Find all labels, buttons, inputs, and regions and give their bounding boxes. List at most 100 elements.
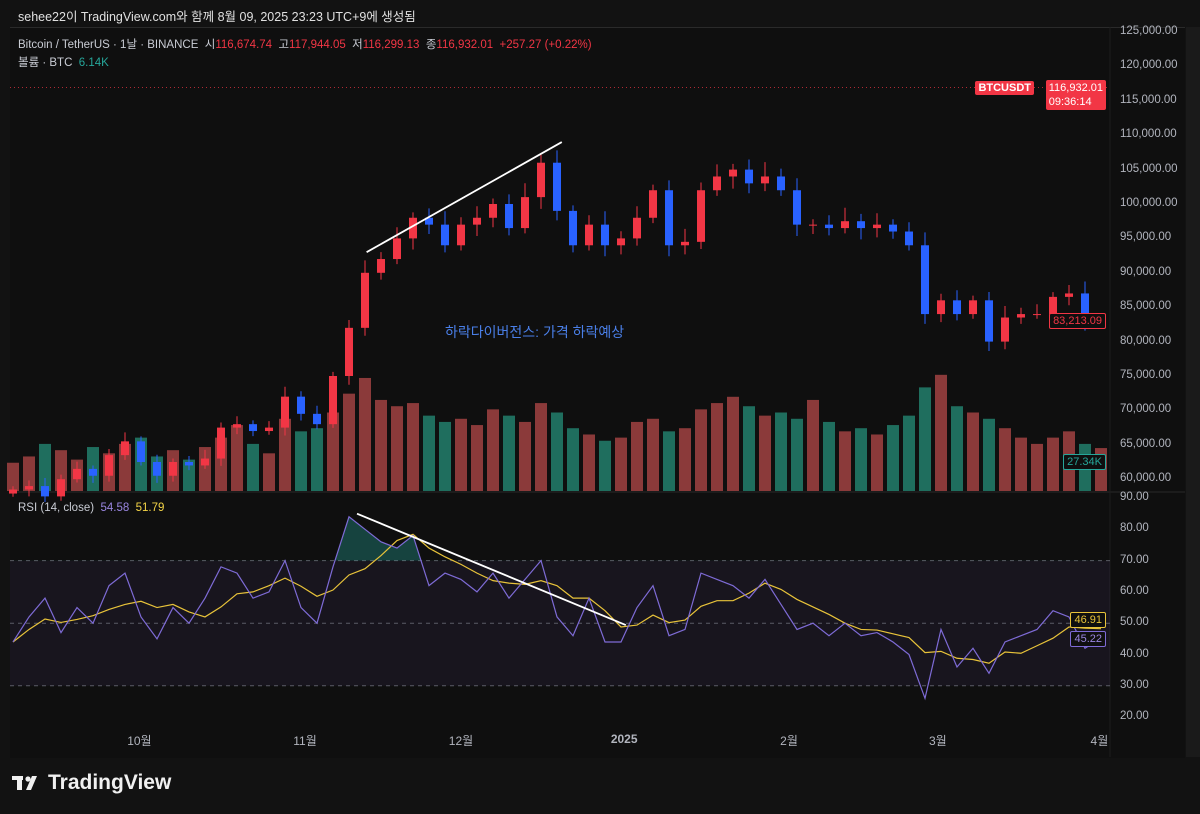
candle-body [601, 224, 609, 246]
rsi-tick: 50.00 [1120, 616, 1149, 629]
volume-bar [967, 412, 979, 491]
rsi-value: 54.58 [100, 502, 130, 514]
candle-body [185, 462, 193, 466]
candle-body [457, 224, 465, 246]
volume-bar [743, 406, 755, 491]
time-tick: 3월 [928, 734, 947, 748]
candle-body [761, 176, 769, 184]
price-tick: 115,000.00 [1120, 93, 1177, 106]
candle-body [649, 190, 657, 218]
rsi-tick: 90.00 [1120, 491, 1149, 503]
volume-bar [471, 425, 483, 491]
rsi-legend: RSI (14, close) 54.58 51.79 [18, 502, 164, 514]
volume-value: 6.14K [78, 57, 109, 69]
time-tick: 11월 [293, 734, 317, 748]
candle-body [1065, 293, 1073, 297]
candle-body [665, 190, 673, 246]
symbol-legend: Bitcoin / TetherUS · 1날 · BINANCE 시116,6… [18, 36, 592, 52]
scrollbar[interactable] [1186, 27, 1200, 757]
volume-bar [391, 406, 403, 491]
candle-body [1033, 314, 1041, 316]
candle-body [1081, 293, 1089, 325]
divergence-annotation[interactable]: 하락다이버전스: 가격 하락예상 [445, 323, 625, 340]
candle-body [809, 224, 817, 226]
rsi-tag: 45.22 [1070, 631, 1106, 647]
close-value: 116,932.01 [436, 39, 494, 51]
candle-body [825, 224, 833, 229]
volume-bar [759, 415, 771, 491]
volume-bar [439, 421, 451, 491]
rsi-ma-value: 51.79 [135, 502, 165, 514]
volume-bar [183, 459, 195, 491]
tradingview-logo[interactable]: TradingView [12, 771, 171, 795]
candle-body [217, 427, 225, 459]
candle-body [729, 169, 737, 177]
price-tick: 60,000.00 [1120, 472, 1172, 485]
volume-bar [535, 403, 547, 491]
candle-body [425, 217, 433, 225]
volume-bar [983, 418, 995, 491]
candle-body [905, 231, 913, 246]
volume-bar [711, 403, 723, 491]
candle-body [73, 468, 81, 480]
volume-tag: 27.34K [1063, 454, 1106, 470]
chart-pane[interactable] [10, 27, 1185, 758]
time-tick: 2025 [610, 732, 638, 746]
candle-body [553, 162, 561, 211]
low-label: 저 [352, 39, 363, 51]
candle-body [361, 272, 369, 328]
candle-body [41, 486, 49, 497]
candle-body [25, 486, 33, 490]
candle-body [121, 441, 129, 456]
candle-body [953, 300, 961, 315]
volume-bar [791, 418, 803, 491]
chart-caption: sehee22이 TradingView.com와 함께 8월 09, 2025… [18, 10, 416, 24]
symbol-price-tag: BTCUSDT [975, 81, 1034, 95]
volume-bar [599, 440, 611, 491]
open-value: 116,674.74 [215, 39, 273, 51]
candle-body [473, 217, 481, 225]
candle-body [281, 396, 289, 428]
volume-bar [199, 447, 211, 491]
candle-body [793, 190, 801, 225]
volume-bar [647, 418, 659, 491]
volume-bar [1047, 437, 1059, 491]
candle-body [233, 424, 241, 428]
price-tick: 100,000.00 [1120, 197, 1178, 209]
tradingview-logo-icon [12, 776, 37, 790]
high-value: 117,944.05 [289, 39, 346, 51]
candle-body [921, 245, 929, 315]
candle-body [9, 489, 17, 494]
symbol-title[interactable]: Bitcoin / TetherUS · 1날 · BINANCE [18, 39, 199, 51]
volume-bar [295, 431, 307, 491]
price-tick: 125,000.00 [1120, 25, 1178, 37]
candle-body [297, 396, 305, 414]
volume-bar [855, 428, 867, 491]
volume-bar [263, 453, 275, 491]
candle-body [409, 217, 417, 239]
last-price-tag: 116,932.01 09:36:14 [1045, 80, 1106, 110]
candle-body [521, 197, 529, 229]
bar-countdown: 09:36:14 [1048, 96, 1092, 108]
candle-body [841, 221, 849, 229]
candle-body [857, 221, 865, 229]
rsi-ma-line [12, 533, 1102, 664]
volume-bar [1015, 437, 1027, 491]
volume-label[interactable]: 볼륨 · BTC [18, 57, 73, 69]
volume-bar [327, 412, 339, 491]
time-tick: 10월 [127, 734, 152, 748]
candle-body [617, 238, 625, 246]
volume-bar [871, 434, 883, 491]
rsi-line [12, 515, 1102, 701]
volume-bar [519, 421, 531, 491]
candle-body [681, 241, 689, 246]
volume-bar [487, 409, 499, 491]
candle-body [537, 162, 545, 198]
candle-body [57, 479, 65, 497]
rsi-label[interactable]: RSI (14, close) [18, 502, 95, 514]
price-tick: 120,000.00 [1120, 59, 1178, 72]
volume-bar [39, 443, 51, 491]
high-label: 고 [278, 39, 290, 51]
candle-body [505, 204, 513, 229]
